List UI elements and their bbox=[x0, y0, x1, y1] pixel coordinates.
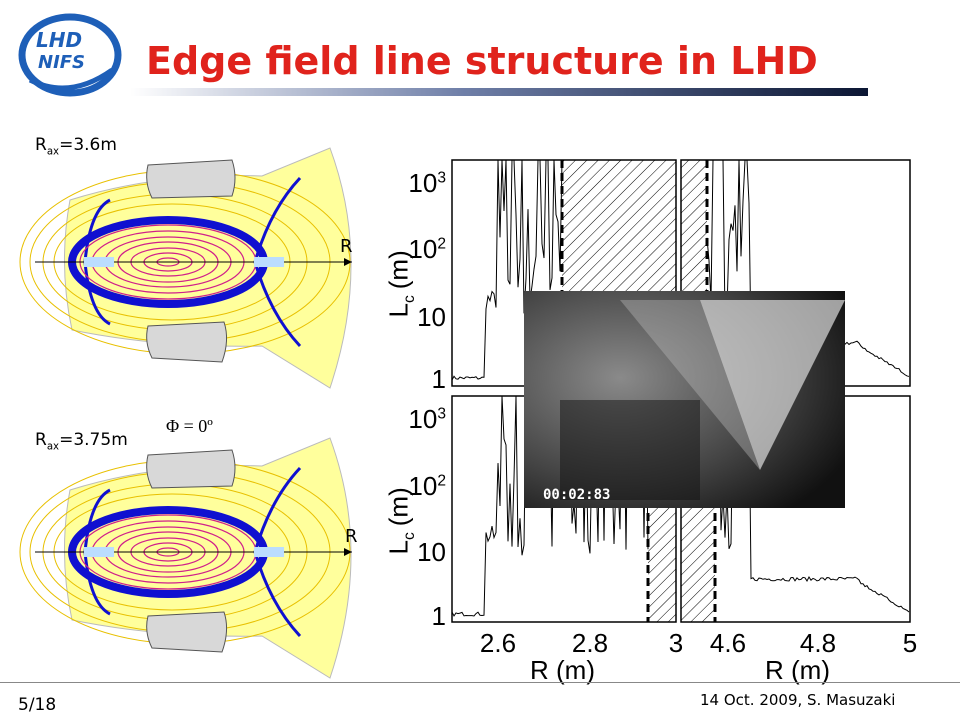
text: 1 bbox=[431, 364, 446, 394]
x-axis-label: R (m) bbox=[530, 657, 595, 683]
y-tick-label: 1 bbox=[432, 366, 446, 392]
trace bbox=[451, 159, 563, 381]
photo-glow bbox=[620, 300, 760, 470]
text: 10 bbox=[408, 471, 438, 501]
text: 1 bbox=[431, 601, 446, 631]
y-axis-label: Lc (m) bbox=[383, 486, 418, 555]
footer-credit: 14 Oct. 2009, S. Masuzaki bbox=[700, 691, 896, 709]
x-tick-label: 3 bbox=[656, 630, 696, 656]
text: 2.8 bbox=[571, 628, 609, 658]
text: 2.6 bbox=[479, 628, 517, 658]
y-tick-label: 102 bbox=[408, 236, 446, 262]
unit: (m) bbox=[383, 486, 414, 526]
sup: 3 bbox=[437, 169, 446, 187]
logo-text: LHD bbox=[36, 28, 83, 52]
text: R (m) bbox=[530, 655, 595, 685]
y-tick-label: 103 bbox=[408, 170, 446, 196]
x-tick-label: 2.6 bbox=[478, 630, 518, 656]
sup: 3 bbox=[437, 405, 446, 423]
config-label: Rax=3.6m bbox=[35, 137, 117, 158]
text: L bbox=[383, 303, 414, 318]
text: 10 bbox=[417, 537, 446, 567]
poincare-plot bbox=[20, 148, 352, 388]
angle-label: Φ = 0º bbox=[166, 416, 213, 436]
slide-title: Edge field line structure in LHD bbox=[146, 39, 818, 83]
text: 4.8 bbox=[799, 628, 837, 658]
symbol: R bbox=[35, 135, 47, 155]
subscript: ax bbox=[46, 441, 60, 453]
x-tick-label: 2.8 bbox=[570, 630, 610, 656]
sup: 2 bbox=[437, 235, 446, 253]
y-tick-label: 10 bbox=[417, 539, 446, 565]
symbol: R bbox=[35, 430, 47, 450]
x-tick-label: 4.8 bbox=[798, 630, 838, 656]
text: R (m) bbox=[765, 655, 830, 685]
value: =3.75m bbox=[59, 430, 128, 450]
y-tick-label: 103 bbox=[408, 406, 446, 432]
y-axis-label: Lc (m) bbox=[383, 250, 418, 318]
text: L bbox=[383, 539, 414, 555]
logo bbox=[18, 13, 122, 97]
text: 5 bbox=[902, 628, 918, 658]
value: =3.6m bbox=[59, 135, 117, 155]
sub: c bbox=[400, 295, 418, 304]
logo-text: NIFS bbox=[38, 52, 86, 73]
sub: c bbox=[400, 531, 418, 540]
title-underline bbox=[130, 88, 868, 96]
text: 10 bbox=[408, 168, 438, 198]
y-tick-label: 1 bbox=[432, 603, 446, 629]
text: 10 bbox=[408, 404, 438, 434]
y-tick-label: 102 bbox=[408, 473, 446, 499]
subscript: ax bbox=[46, 146, 60, 158]
axis-label: R bbox=[345, 526, 358, 547]
footer bbox=[0, 682, 960, 720]
poincare-plot bbox=[20, 438, 352, 678]
photo-glow bbox=[700, 300, 845, 470]
unit: (m) bbox=[383, 250, 414, 290]
x-tick-label: 4.6 bbox=[708, 630, 748, 656]
x-axis-label: R (m) bbox=[765, 657, 830, 683]
text: 4.6 bbox=[709, 628, 747, 658]
axis-label: R bbox=[340, 236, 353, 257]
config-label: Rax=3.75m bbox=[35, 432, 128, 453]
y-tick-label: 10 bbox=[417, 304, 446, 330]
photo-timestamp: 00:02:83 bbox=[543, 487, 611, 503]
text: 10 bbox=[417, 302, 446, 332]
text: 10 bbox=[408, 234, 438, 264]
sup: 2 bbox=[437, 472, 446, 490]
photo-dark bbox=[560, 400, 700, 500]
text: 3 bbox=[668, 628, 684, 658]
x-tick-label: 5 bbox=[890, 630, 930, 656]
page-number: 5/18 bbox=[18, 695, 57, 715]
connection-length-plots bbox=[451, 159, 911, 623]
